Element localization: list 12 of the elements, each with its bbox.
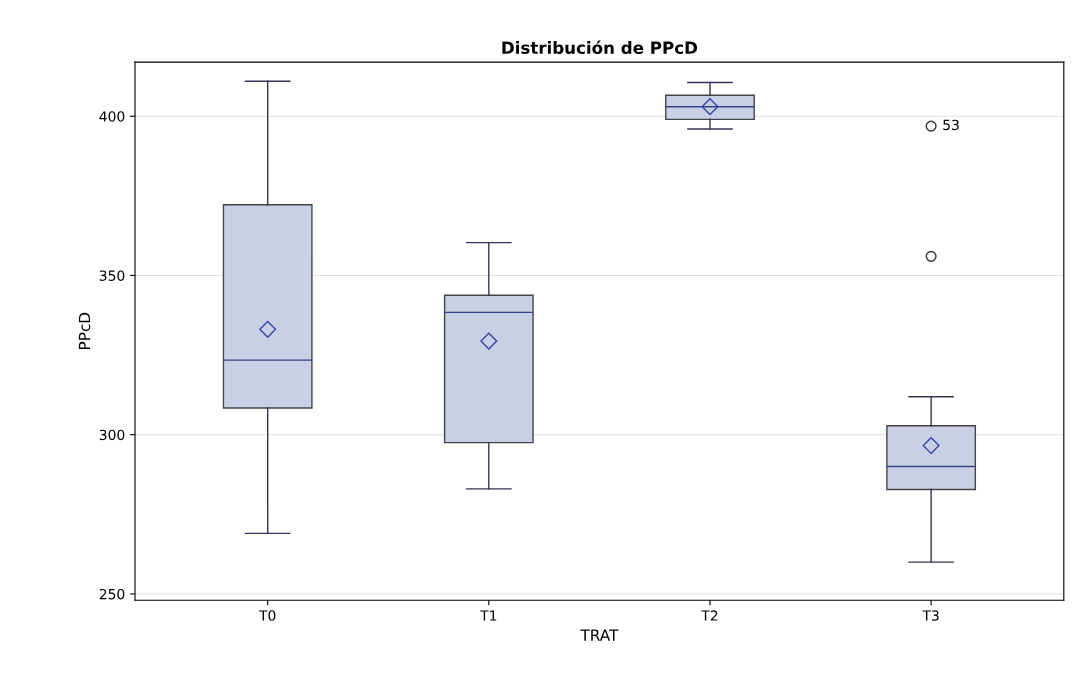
x-tick-label: T2	[701, 610, 718, 621]
y-tick-label: 350	[99, 270, 125, 281]
annotation: 53	[943, 119, 959, 131]
y-tick-label: 300	[99, 429, 125, 441]
x-axis-title: TRAT	[580, 629, 619, 641]
chart-title: Distribución de PPcD	[502, 40, 698, 54]
x-tick-label: T0	[258, 610, 276, 621]
y-axis-title: PPcD	[78, 312, 91, 349]
x-tick-label: T1	[480, 610, 497, 621]
y-tick-label: 400	[99, 111, 125, 122]
x-tick-label: T3	[922, 610, 939, 621]
y-tick-label: 250	[99, 588, 125, 600]
